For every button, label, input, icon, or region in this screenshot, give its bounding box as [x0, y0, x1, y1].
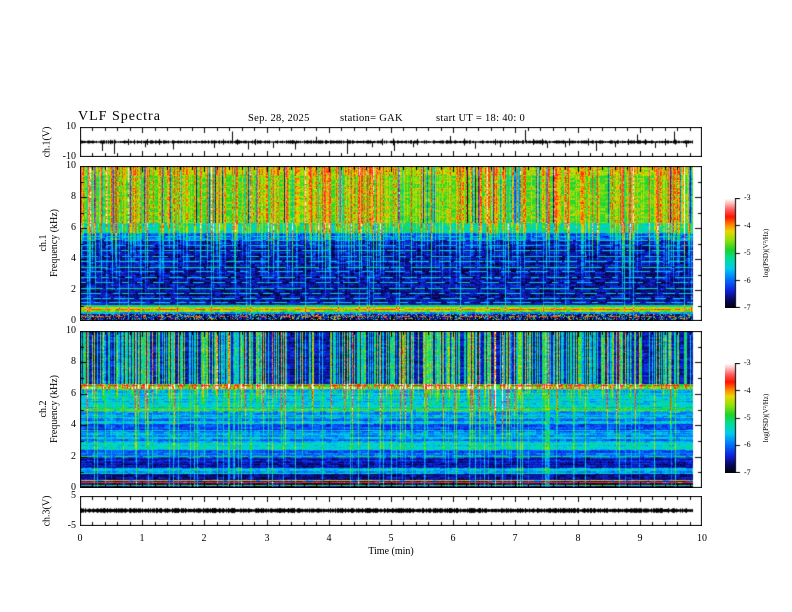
ch1-waveform-plot	[80, 127, 702, 157]
spec1-ytick-label: 4	[71, 253, 76, 264]
x-tick-label: 2	[201, 533, 207, 544]
ch2-spectrogram-plot	[80, 331, 702, 488]
ch3-ymax-label: 5	[71, 490, 76, 501]
colorbar2-tick-label: -6	[744, 440, 751, 449]
x-tick-label: 10	[697, 533, 707, 544]
spec2-axis-label-channel: ch.2	[38, 400, 49, 418]
spec1-axis-label-channel: ch.1	[38, 234, 49, 252]
colorbar2-tick-label: -7	[744, 468, 751, 477]
spec2-ytick-label: 4	[71, 419, 76, 430]
spec1-ytick-label: 6	[71, 222, 76, 233]
x-tick-label: 8	[575, 533, 581, 544]
ch1-ymin-label: -10	[62, 151, 76, 162]
colorbar1-tick-label: -7	[744, 303, 751, 312]
x-tick-label: 3	[264, 533, 270, 544]
x-tick-label: 7	[512, 533, 518, 544]
colorbar2-label: log(PSD)(V²/Hz)	[762, 393, 770, 443]
colorbar1-tick-label: -5	[744, 248, 751, 257]
start-ut-label: start UT = 18: 40: 0	[436, 113, 526, 124]
colorbar1	[725, 198, 741, 308]
spec1-axis-label: ch.1 Frequency (kHz)	[38, 209, 60, 277]
spec2-ytick-label: 6	[71, 388, 76, 399]
x-tick-label: 6	[450, 533, 456, 544]
spec1-ytick-label: 2	[71, 284, 76, 295]
date-label: Sep. 28, 2025	[248, 113, 310, 124]
station-label: station= GAK	[340, 113, 403, 124]
colorbar2-tick-label: -5	[744, 413, 751, 422]
ch1-spectrogram-plot	[80, 166, 702, 321]
spec2-axis-label-frequency: Frequency (kHz)	[49, 374, 60, 444]
x-tick-label: 5	[388, 533, 394, 544]
spec1-axis-label-frequency: Frequency (kHz)	[49, 208, 60, 278]
colorbar2-tick-label: -4	[744, 386, 751, 395]
ch1-ymax-label: 10	[66, 121, 76, 132]
spec1-ytick-label: 10	[66, 160, 76, 171]
colorbar2-tick-label: -3	[744, 358, 751, 367]
x-tick-label: 1	[139, 533, 145, 544]
spec2-ytick-label: 8	[71, 356, 76, 367]
spec2-axis-label: ch.2 Frequency (kHz)	[38, 375, 60, 443]
colorbar2	[725, 363, 741, 473]
spec1-ytick-label: 8	[71, 191, 76, 202]
x-tick-label: 4	[326, 533, 332, 544]
ch3-ymin-label: -5	[67, 520, 76, 531]
page-title: VLF Spectra	[78, 109, 161, 124]
spec1-ytick-label: 0	[71, 315, 76, 326]
colorbar1-tick-label: -6	[744, 276, 751, 285]
spec2-ytick-label: 0	[71, 482, 76, 493]
spec2-ytick-label: 2	[71, 451, 76, 462]
colorbar1-tick-label: -3	[744, 193, 751, 202]
colorbar1-label: log(PSD)(V²/Hz)	[762, 228, 770, 278]
x-axis-title: Time (min)	[368, 546, 414, 557]
ch3-waveform-plot	[80, 496, 702, 526]
x-tick-label: 9	[637, 533, 643, 544]
spec2-ytick-label: 10	[66, 325, 76, 336]
x-tick-label: 0	[77, 533, 83, 544]
colorbar1-tick-label: -4	[744, 221, 751, 230]
